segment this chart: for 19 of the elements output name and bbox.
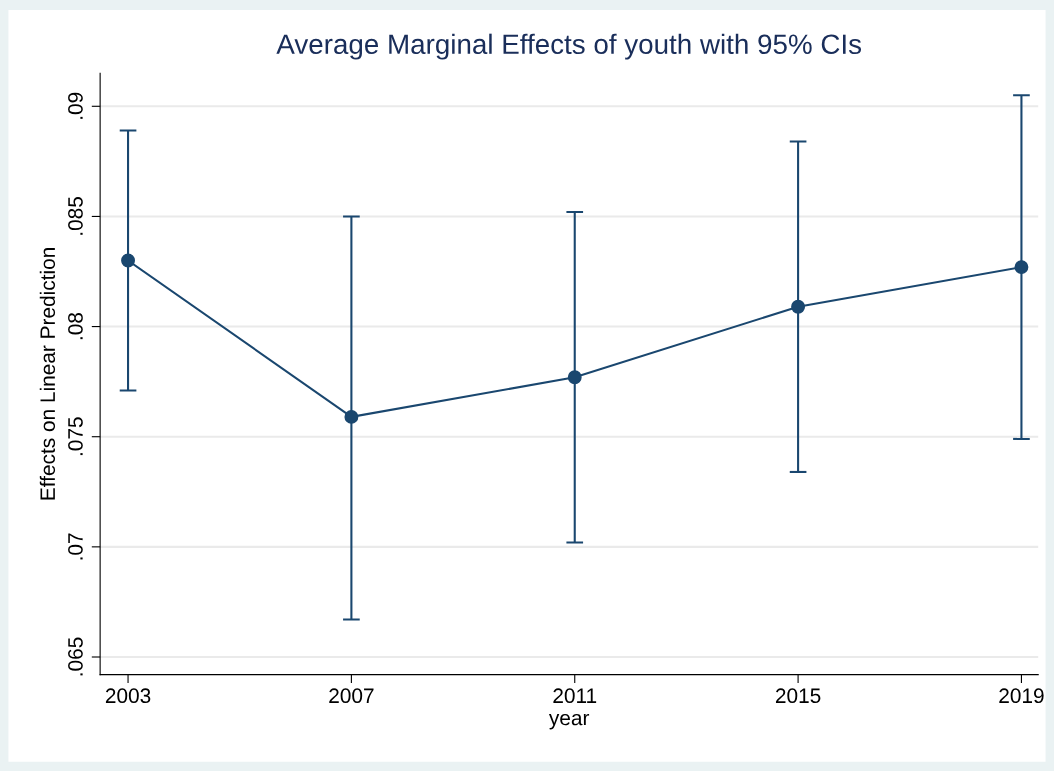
- y-axis-title: Effects on Linear Prediction: [39, 248, 56, 500]
- x-tick-label: 2011: [553, 688, 597, 704]
- point: [567, 370, 582, 385]
- y-tick-label: .085: [68, 197, 83, 235]
- point: [791, 299, 806, 314]
- x-tick-label: 2007: [329, 688, 374, 704]
- y-tick-label: .08: [68, 313, 83, 340]
- point: [121, 253, 135, 268]
- y-tick-label: .07: [68, 533, 83, 560]
- x-tick-label: 2003: [105, 688, 151, 704]
- y-tick-label: .09: [68, 92, 83, 119]
- chart-title: Average Marginal Effects of youth with 95% CIs: [276, 33, 862, 60]
- point: [1014, 260, 1029, 275]
- x-axis-title: year: [548, 713, 590, 730]
- x-tick-label: 2015: [775, 688, 821, 704]
- y-tick-label: .075: [68, 417, 83, 456]
- x-tick-label: 2019: [999, 688, 1044, 704]
- point: [344, 409, 359, 424]
- y-tick-label: .065: [68, 637, 83, 676]
